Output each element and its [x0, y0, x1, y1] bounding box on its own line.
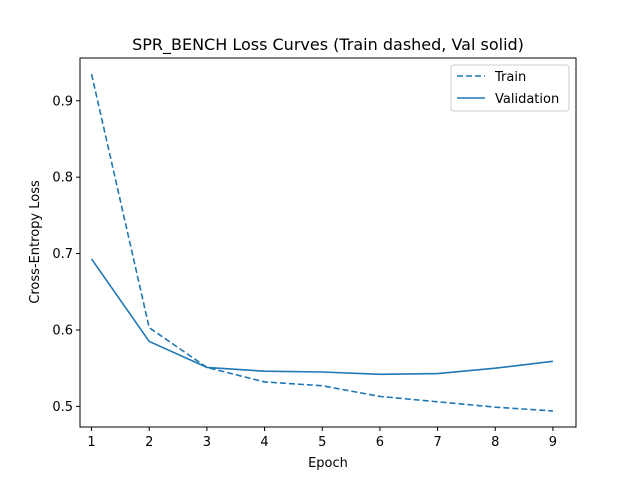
x-tick-label: 6: [376, 435, 384, 450]
chart-title: SPR_BENCH Loss Curves (Train dashed, Val…: [132, 35, 524, 55]
y-tick-label: 0.8: [52, 171, 73, 186]
legend-train-label: Train: [494, 70, 526, 85]
y-axis-label: Cross-Entropy Loss: [28, 180, 43, 304]
x-tick-label: 5: [318, 435, 326, 450]
x-tick-label: 8: [491, 435, 499, 450]
y-tick-label: 0.5: [52, 400, 73, 415]
plot-area: 1 2 3 4 5 6 7 8 9 0.5 0.6 0.7 0.8 0.9: [52, 57, 577, 450]
x-tick-label: 2: [145, 435, 153, 450]
x-axis-ticks: 1 2 3 4 5 6 7 8 9: [87, 427, 557, 450]
plot-frame: [79, 57, 577, 428]
x-tick-label: 1: [87, 435, 95, 450]
y-axis-ticks: 0.5 0.6 0.7 0.8 0.9: [52, 94, 80, 415]
legend: Train Validation: [450, 64, 570, 112]
x-axis-label: Epoch: [308, 456, 348, 471]
y-tick-label: 0.7: [52, 247, 73, 262]
x-tick-label: 9: [549, 435, 557, 450]
x-tick-label: 7: [433, 435, 441, 450]
x-tick-label: 4: [260, 435, 268, 450]
y-tick-label: 0.9: [52, 94, 73, 109]
x-tick-label: 3: [203, 435, 211, 450]
series-line-train: [90, 73, 553, 412]
series-line-validation: [90, 258, 554, 376]
y-tick-label: 0.6: [52, 323, 73, 338]
legend-validation-label: Validation: [495, 92, 559, 107]
series-lines: [90, 73, 554, 412]
